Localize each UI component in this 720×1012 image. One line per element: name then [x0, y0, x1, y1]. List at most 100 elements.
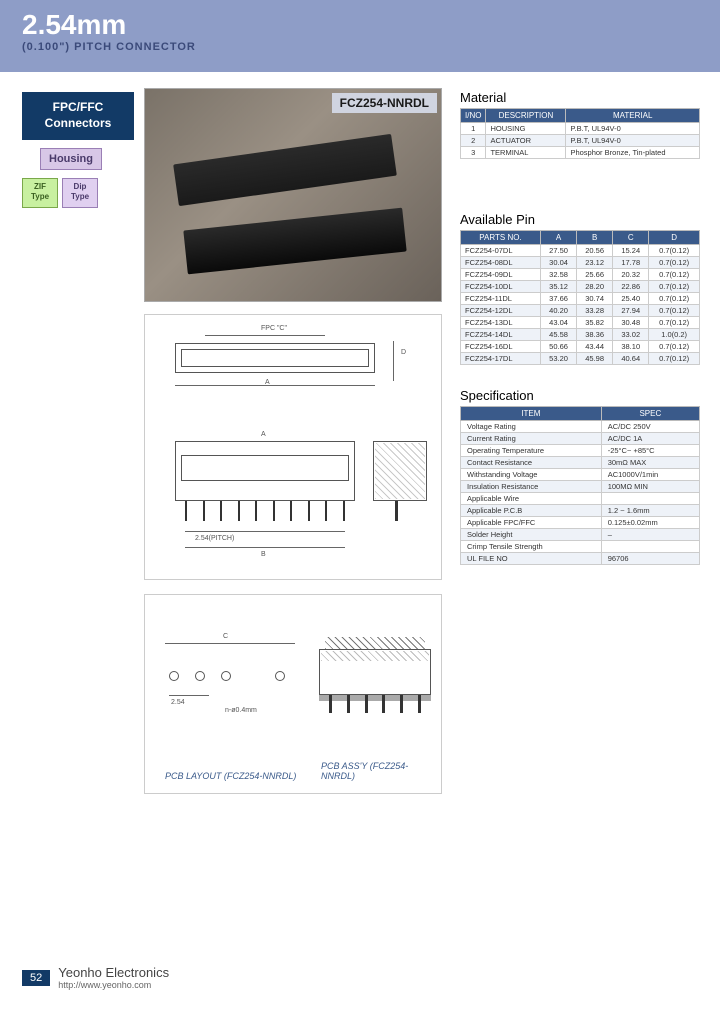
table-row: Insulation Resistance100MΩ MIN	[461, 481, 700, 493]
housing-label: Housing	[40, 148, 102, 170]
dim-pitch: 2.54(PITCH)	[195, 535, 234, 542]
table-cell: AC/DC 250V	[601, 421, 699, 433]
table-cell: Crimp Tensile Strength	[461, 541, 602, 553]
table-cell: 0.7(0.12)	[649, 281, 700, 293]
table-cell: Withstanding Voltage	[461, 469, 602, 481]
dip-type-button[interactable]: Dip Type	[62, 178, 98, 208]
table-cell: Applicable Wire	[461, 493, 602, 505]
table-cell: 1.0(0.2)	[649, 329, 700, 341]
table-cell: Phosphor Bronze, Tin-plated	[566, 147, 700, 159]
pin-h3: C	[613, 231, 649, 245]
type-button-row: ZIF Type Dip Type	[22, 178, 98, 208]
table-cell: 25.66	[577, 269, 613, 281]
table-cell: 0.7(0.12)	[649, 353, 700, 365]
table-cell: 25.40	[613, 293, 649, 305]
table-row: 2ACTUATORP.B.T, UL94V-0	[461, 135, 700, 147]
table-cell: FCZ254-16DL	[461, 341, 541, 353]
specification-table: ITEM SPEC Voltage RatingAC/DC 250VCurren…	[460, 406, 700, 565]
table-cell: 30.04	[541, 257, 577, 269]
table-row: Withstanding VoltageAC1000V/1min	[461, 469, 700, 481]
table-cell: 22.86	[613, 281, 649, 293]
table-cell: 38.36	[577, 329, 613, 341]
header-subtitle: (0.100") PITCH CONNECTOR	[22, 41, 720, 53]
table-row: FCZ254-16DL50.6643.4438.100.7(0.12)	[461, 341, 700, 353]
dim-d: D	[401, 349, 406, 356]
table-cell: UL FILE NO	[461, 553, 602, 565]
table-cell: FCZ254-07DL	[461, 245, 541, 257]
footer-brand: Yeonho Electronics	[58, 966, 169, 980]
table-cell: 0.7(0.12)	[649, 269, 700, 281]
table-cell: 3	[461, 147, 486, 159]
table-cell: 0.7(0.12)	[649, 341, 700, 353]
table-cell: –	[601, 529, 699, 541]
table-row: FCZ254-07DL27.5020.5615.240.7(0.12)	[461, 245, 700, 257]
table-cell: 50.66	[541, 341, 577, 353]
table-cell: TERMINAL	[486, 147, 566, 159]
table-cell: P.B.T, UL94V-0	[566, 135, 700, 147]
table-cell: Applicable FPC/FFC	[461, 517, 602, 529]
table-cell: 20.56	[577, 245, 613, 257]
technical-drawing-2: C 2.54 n-ø0.4mm PCB LAYOUT (FCZ254-NNRDL…	[144, 594, 442, 794]
table-row: FCZ254-13DL43.0435.8230.480.7(0.12)	[461, 317, 700, 329]
zif-type-button[interactable]: ZIF Type	[22, 178, 58, 208]
table-cell: AC/DC 1A	[601, 433, 699, 445]
table-cell: 45.58	[541, 329, 577, 341]
table-cell: 30.74	[577, 293, 613, 305]
table-cell: 38.10	[613, 341, 649, 353]
table-cell: 40.64	[613, 353, 649, 365]
table-row: Applicable P.C.B1.2 ~ 1.6mm	[461, 505, 700, 517]
mat-h1: DESCRIPTION	[486, 109, 566, 123]
table-cell: 23.12	[577, 257, 613, 269]
table-row: FCZ254-12DL40.2033.2827.940.7(0.12)	[461, 305, 700, 317]
table-cell: FCZ254-17DL	[461, 353, 541, 365]
table-cell: 30.48	[613, 317, 649, 329]
dim-hole: n-ø0.4mm	[225, 707, 257, 714]
badge-line1: FPC/FFC	[22, 100, 134, 116]
table-cell: 0.7(0.12)	[649, 293, 700, 305]
table-cell: FCZ254-14DL	[461, 329, 541, 341]
caption-pcb-layout: PCB LAYOUT (FCZ254-NNRDL)	[165, 771, 296, 781]
header-title: 2.54mm	[22, 10, 720, 41]
table-cell: 100MΩ MIN	[601, 481, 699, 493]
page-header: 2.54mm (0.100") PITCH CONNECTOR	[0, 0, 720, 72]
table-cell: 0.125±0.02mm	[601, 517, 699, 529]
table-cell: 17.78	[613, 257, 649, 269]
table-cell: Applicable P.C.B	[461, 505, 602, 517]
table-cell: 30mΩ MAX	[601, 457, 699, 469]
page-number: 52	[22, 970, 50, 986]
table-cell: ACTUATOR	[486, 135, 566, 147]
table-row: Operating Temperature-25°C~ +85°C	[461, 445, 700, 457]
pin-h2: B	[577, 231, 613, 245]
table-row: FCZ254-17DL53.2045.9840.640.7(0.12)	[461, 353, 700, 365]
material-heading: Material	[460, 90, 506, 105]
table-row: Solder Height–	[461, 529, 700, 541]
table-cell: Voltage Rating	[461, 421, 602, 433]
table-cell: FCZ254-08DL	[461, 257, 541, 269]
table-cell: 43.04	[541, 317, 577, 329]
table-cell: 96706	[601, 553, 699, 565]
technical-drawing-1: FPC "C" A D 2.54(PITCH) B A	[144, 314, 442, 580]
table-cell: FCZ254-10DL	[461, 281, 541, 293]
table-row: 3TERMINALPhosphor Bronze, Tin-plated	[461, 147, 700, 159]
table-row: FCZ254-14DL45.5838.3633.021.0(0.2)	[461, 329, 700, 341]
table-cell: FCZ254-13DL	[461, 317, 541, 329]
table-row: FCZ254-11DL37.6630.7425.400.7(0.12)	[461, 293, 700, 305]
table-row: Voltage RatingAC/DC 250V	[461, 421, 700, 433]
photo-part-number: FCZ254-NNRDL	[332, 93, 437, 113]
table-cell: 0.7(0.12)	[649, 257, 700, 269]
badge-line2: Connectors	[22, 116, 134, 132]
table-cell: 40.20	[541, 305, 577, 317]
table-row: Applicable Wire	[461, 493, 700, 505]
table-row: FCZ254-10DL35.1228.2022.860.7(0.12)	[461, 281, 700, 293]
table-row: Applicable FPC/FFC0.125±0.02mm	[461, 517, 700, 529]
page-footer: 52 Yeonho Electronics http://www.yeonho.…	[22, 966, 169, 990]
table-row: 1HOUSINGP.B.T, UL94V-0	[461, 123, 700, 135]
table-row: FCZ254-08DL30.0423.1217.780.7(0.12)	[461, 257, 700, 269]
photo-image: FCZ254-NNRDL	[145, 89, 441, 301]
dim-fpc-c: FPC "C"	[261, 325, 287, 332]
table-cell	[601, 493, 699, 505]
table-row: Current RatingAC/DC 1A	[461, 433, 700, 445]
table-cell: AC1000V/1min	[601, 469, 699, 481]
dim-254: 2.54	[171, 699, 185, 706]
spec-h0: ITEM	[461, 407, 602, 421]
